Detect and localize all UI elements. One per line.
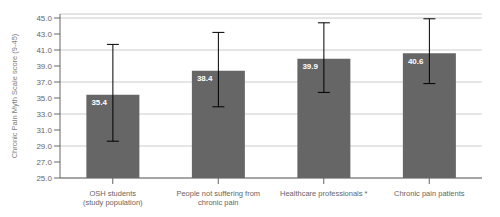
svg-text:45.0: 45.0 [36,14,52,23]
svg-text:29.0: 29.0 [36,142,52,151]
svg-text:Chronic pain patients: Chronic pain patients [394,189,465,198]
svg-text:39.9: 39.9 [302,62,318,71]
svg-text:35.4: 35.4 [91,98,107,107]
svg-text:Chronic Pain Myth Scale score: Chronic Pain Myth Scale score (9-45) [10,33,19,158]
svg-text:25.0: 25.0 [36,174,52,183]
svg-text:35.0: 35.0 [36,94,52,103]
svg-text:37.0: 37.0 [36,78,52,87]
svg-text:OSH students(study population): OSH students(study population) [83,189,143,207]
svg-text:People not suffering fromchron: People not suffering fromchronic pain [176,189,260,207]
svg-text:39.0: 39.0 [36,62,52,71]
svg-text:38.4: 38.4 [197,74,213,83]
svg-text:Healthcare professionals *: Healthcare professionals * [280,189,368,198]
svg-text:27.0: 27.0 [36,158,52,167]
svg-text:33.0: 33.0 [36,110,52,119]
svg-text:43.0: 43.0 [36,30,52,39]
svg-text:41.0: 41.0 [36,46,52,55]
svg-text:40.6: 40.6 [408,57,424,66]
svg-text:31.0: 31.0 [36,126,52,135]
